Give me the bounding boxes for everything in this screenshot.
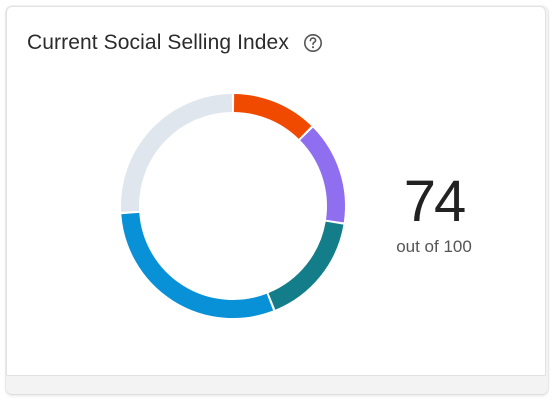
title-row: Current Social Selling Index <box>27 29 323 57</box>
ring-segment-4 <box>121 212 274 318</box>
ssi-donut-chart <box>121 94 345 318</box>
question-circle-icon[interactable] <box>303 33 323 53</box>
ring-segment-2 <box>299 127 345 223</box>
ring-segment-3 <box>268 221 344 310</box>
ssi-card: Current Social Selling Index 74 out of 1… <box>6 6 546 376</box>
score-display: 74 out of 100 <box>379 167 489 257</box>
score-caption: out of 100 <box>396 237 472 256</box>
card-title: Current Social Selling Index <box>27 31 289 54</box>
ring-segment-1 <box>233 94 312 140</box>
score-value: 74 <box>403 169 467 234</box>
ring-track <box>121 94 233 212</box>
